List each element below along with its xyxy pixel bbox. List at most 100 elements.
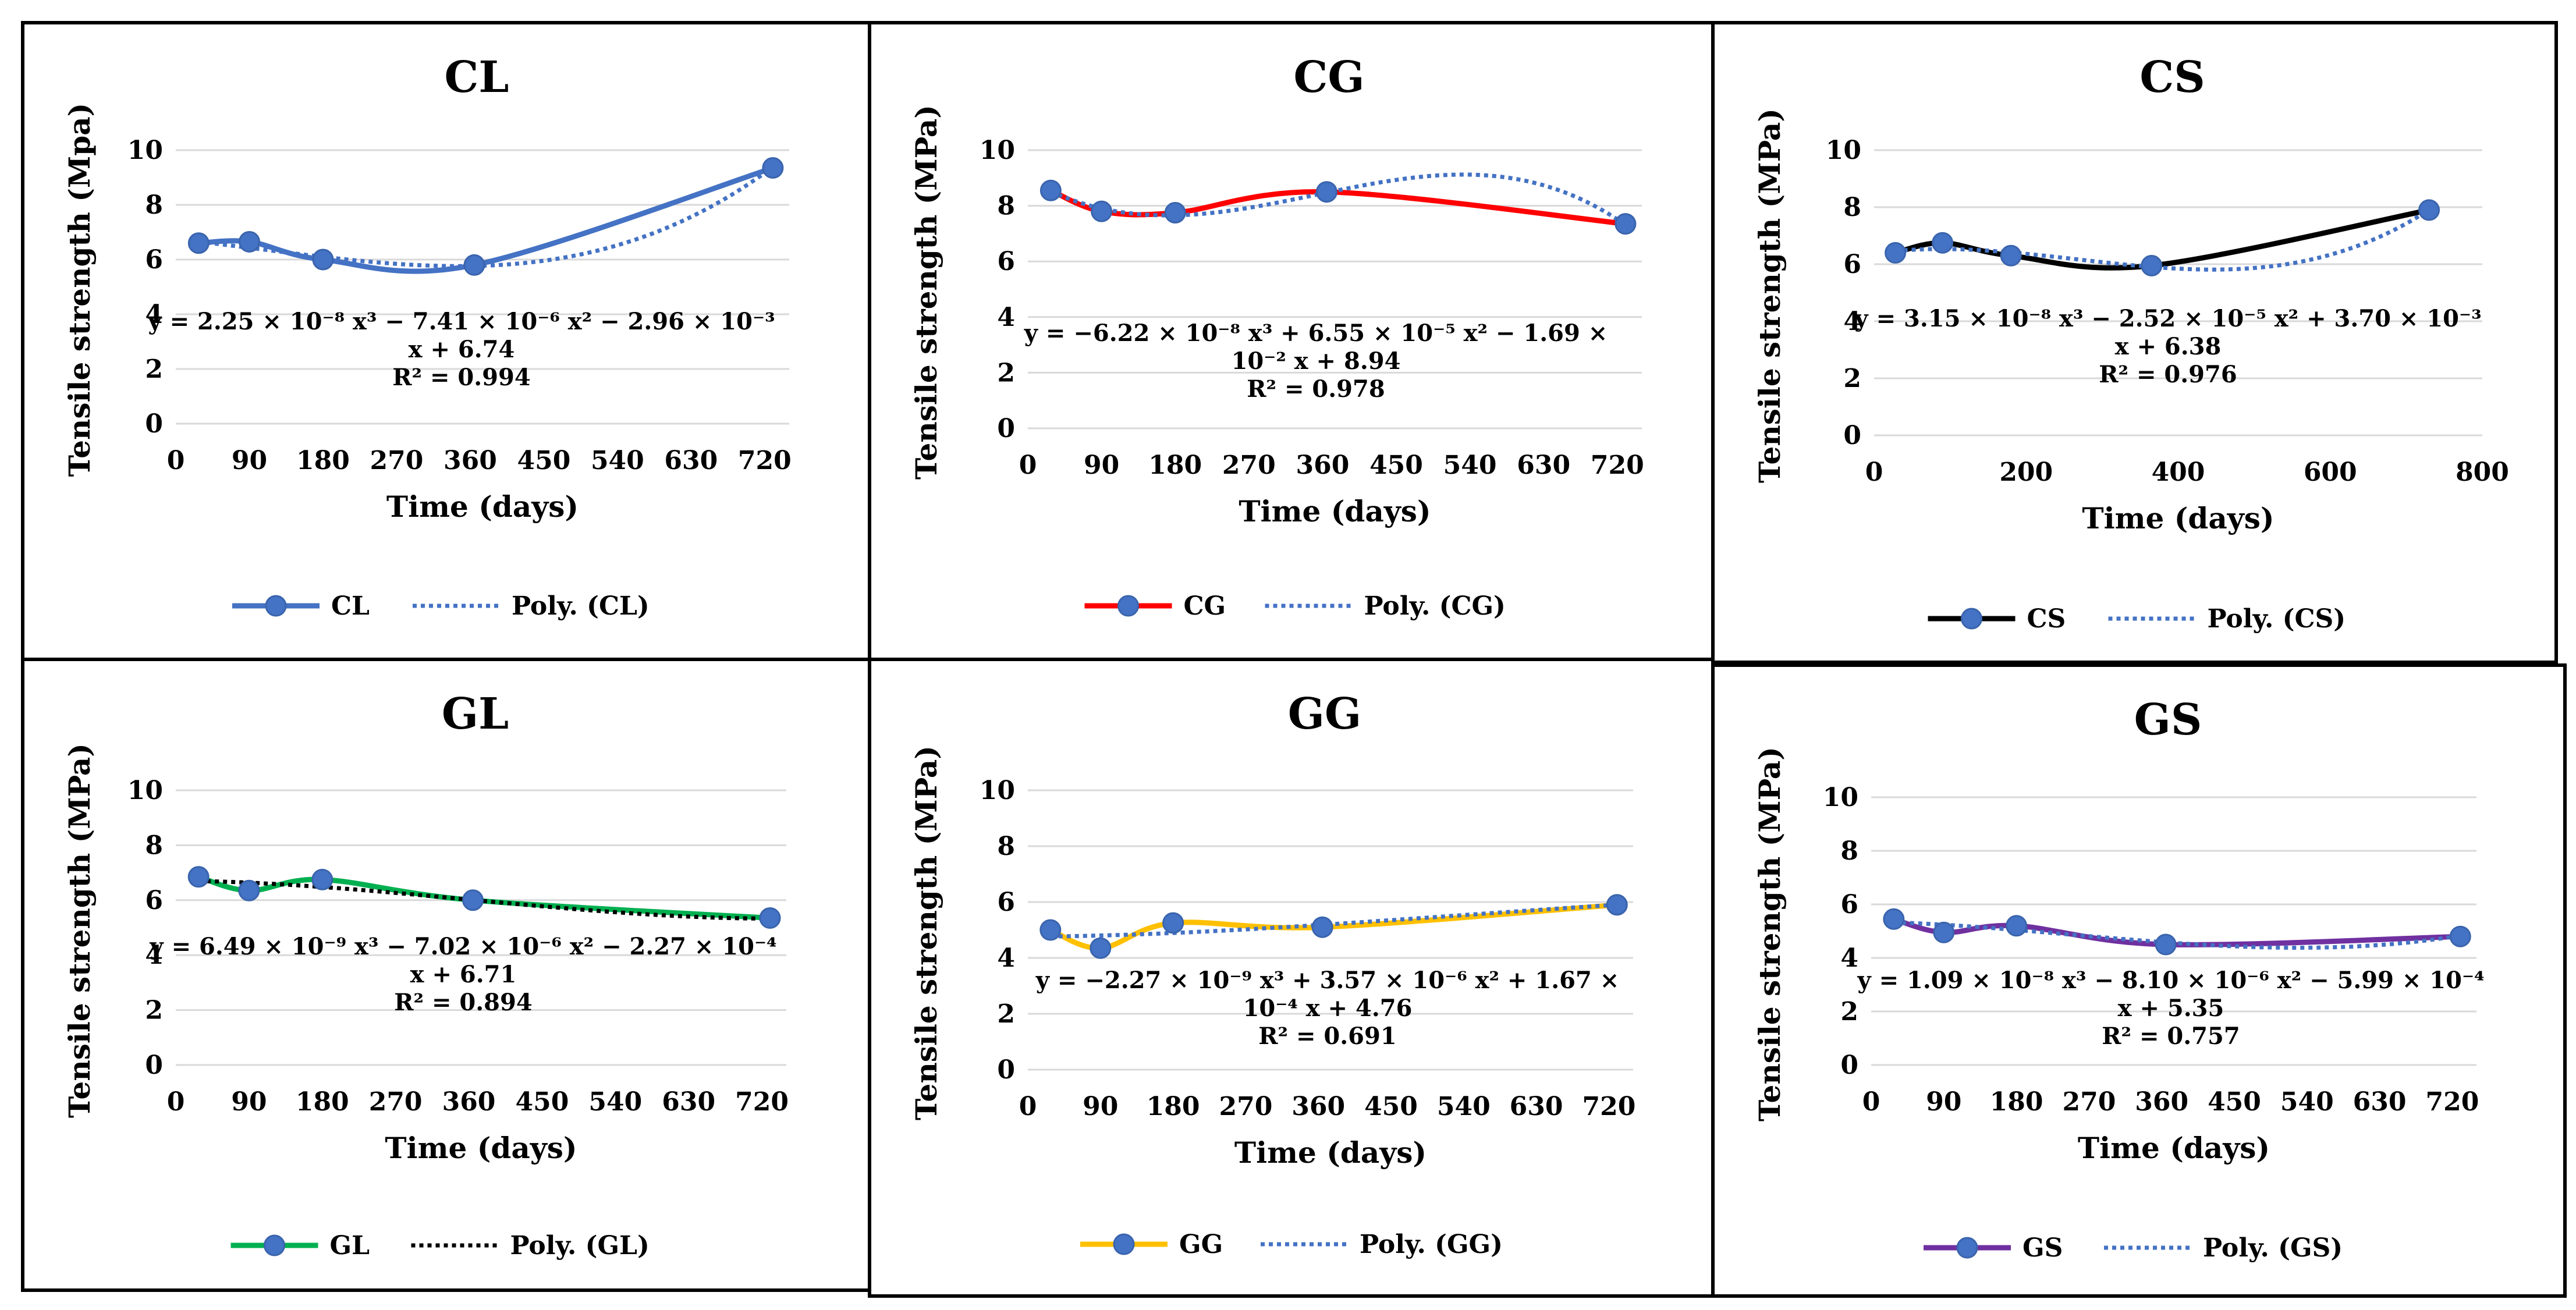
y-tick-label: 6 [145,245,163,275]
x-tick-label: 270 [1219,1092,1272,1121]
x-tick-label: 0 [1865,457,1883,487]
legend-label-gs: GS [2023,1233,2063,1263]
data-point [1606,894,1628,916]
x-tick-label: 270 [2062,1087,2116,1117]
x-tick-label: 540 [1437,1092,1491,1121]
series-line-cg [1049,188,1626,227]
x-tick-label: 180 [296,446,350,475]
x-tick-label: 0 [1862,1087,1880,1117]
chart-title: CL [445,52,509,102]
x-tick-label: 270 [369,1087,423,1117]
x-tick-label: 180 [1147,1092,1200,1121]
series-line-gl [197,874,771,921]
data-point [1039,179,1062,201]
x-tick-label: 630 [662,1087,715,1117]
data-point [2155,933,2177,956]
data-point [238,230,260,253]
x-tick-label: 630 [1510,1092,1563,1121]
data-point [1091,200,1113,222]
chart-panel-cl: CL 0 2 4 6 8 10 0 90 180 270 360 450 540 630 720 Time (d… [21,21,871,661]
y-tick-label: 10 [980,776,1015,805]
data-point [1933,921,1955,943]
y-tick-label: 0 [145,409,163,439]
trendline-gs [1893,920,2461,950]
x-tick-label: 270 [1222,450,1276,480]
data-point [2418,199,2440,221]
y-axis-label: Tensile strength (MPa) [62,743,97,1118]
y-tick-label: 6 [1840,890,1858,920]
legend-label-gl: GL [330,1231,370,1261]
trendline-equation-line: x + 6.38 [2115,333,2222,360]
x-tick-label: 360 [1291,1092,1345,1121]
chart-panel-gl: GL 0 2 4 6 8 10 0 90 180 270 360 450 540 630 720 Time (d… [21,658,871,1292]
trendline-equation-line: R² = 0.691 [1258,1023,1396,1050]
x-axis-label: Time (days) [2078,1131,2270,1165]
y-tick-label: 0 [145,1050,163,1080]
y-tick-label: 4 [1843,307,1861,336]
chart-svg: GG 0 2 4 6 8 10 0 90 180 270 360 450 540 630 720 Time (d… [909,689,1635,1259]
y-tick-label: 10 [127,136,163,165]
x-tick-label: 0 [1019,450,1037,480]
y-axis-label: Tensile strength (MPa) [909,745,943,1120]
x-tick-label: 600 [2304,457,2357,487]
y-tick-label: 8 [997,832,1015,861]
x-tick-label: 180 [296,1087,349,1117]
y-tick-label: 10 [127,776,163,805]
series-line-cs [1894,207,2430,271]
chart-title: GS [2134,695,2202,745]
data-point [2449,925,2471,947]
y-axis-label: Tensile strength (Mpa) [62,103,97,477]
trendline-equation-line: R² = 0.976 [2099,361,2237,388]
legend-label-trendline: Poly. (GS) [2203,1233,2343,1263]
data-point [2000,244,2022,267]
x-tick-label: 360 [2135,1087,2188,1117]
x-tick-label: 90 [231,1087,267,1117]
y-tick-label: 8 [1843,193,1861,222]
data-point [762,157,784,179]
y-tick-label: 2 [997,358,1015,388]
x-tick-label: 630 [664,446,718,475]
trendline-gl [198,879,770,921]
trendline-equation-line: y = 2.25 × 10⁻⁸ x³ − 7.41 × 10⁻⁶ x² − 2.… [147,308,775,335]
y-tick-label: 2 [1840,997,1858,1027]
y-axis-label: Tensile strength (MPa) [909,105,943,480]
x-axis-label: Time (days) [2082,501,2274,535]
x-axis-label: Time (days) [1234,1135,1427,1170]
trendline-equation-line: R² = 0.757 [2102,1023,2240,1050]
trendline-equation-line: R² = 0.994 [392,364,530,391]
series-line-gs [1893,916,2461,947]
y-tick-label: 2 [997,999,1015,1029]
x-tick-label: 180 [1990,1087,2043,1117]
y-tick-label: 10 [980,136,1015,165]
x-tick-label: 800 [2456,457,2509,487]
legend-label-trendline: Poly. (CS) [2208,604,2346,634]
trendline-equation-line: x + 6.71 [410,961,517,988]
trendline-equation-line: R² = 0.978 [1247,375,1385,403]
data-point [238,879,260,901]
x-tick-label: 540 [588,1087,642,1117]
trendline-cs [1895,208,2430,272]
x-tick-label: 720 [735,1087,789,1117]
x-axis-label: Time (days) [385,1131,577,1165]
y-tick-label: 6 [997,247,1015,276]
x-tick-label: 0 [1019,1092,1037,1121]
data-point [1039,919,1062,941]
trendline-equation-line: 10⁻⁴ x + 4.76 [1243,995,1413,1022]
data-point [2141,254,2163,276]
legend-marker [1961,608,1982,630]
data-point [311,868,333,890]
x-tick-label: 90 [1084,450,1119,480]
y-tick-label: 0 [1840,1050,1858,1080]
x-tick-label: 90 [1926,1087,1961,1117]
x-axis-label: Time (days) [386,489,579,524]
x-tick-label: 450 [1369,450,1423,480]
x-tick-label: 200 [1999,457,2053,487]
trendline-cg [1049,172,1627,227]
trendline-equation-line: y = 3.15 × 10⁻⁸ x³ − 2.52 × 10⁻⁵ x² + 3.… [1854,305,2481,332]
chart-panel-gg: GG 0 2 4 6 8 10 0 90 180 270 360 450 540 630 720 Time (d… [868,658,1715,1298]
x-tick-label: 90 [232,446,267,475]
data-point [1883,908,1905,930]
chart-panel-cg: CG 0 2 4 6 8 10 0 90 180 270 360 450 540 630 720 Time (d… [868,21,1715,661]
chart-title: CS [2139,52,2205,102]
trendline-equation-line: 10⁻² x + 8.94 [1232,347,1401,375]
